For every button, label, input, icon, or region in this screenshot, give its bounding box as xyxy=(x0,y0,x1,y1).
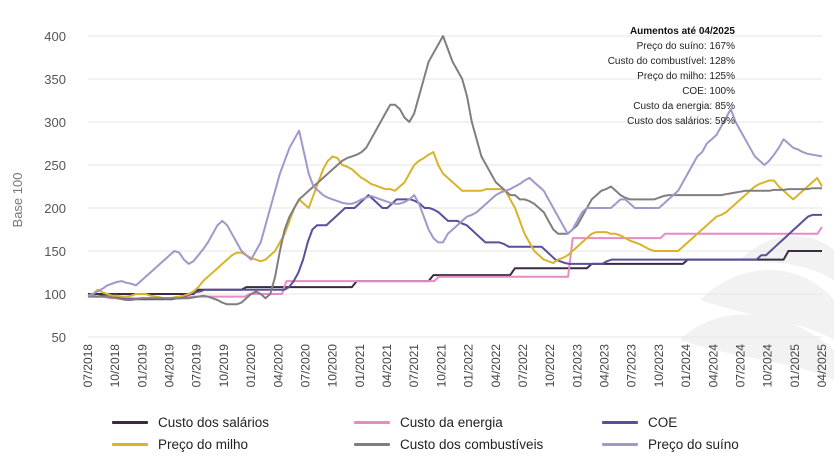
x-tick-label: 04/2022 xyxy=(489,344,503,388)
x-tick-label: 07/2020 xyxy=(298,344,312,388)
annotation-line: Preço do milho: 125% xyxy=(637,71,735,82)
legend-label: COE xyxy=(648,414,678,430)
y-tick-label: 200 xyxy=(44,201,66,216)
series-lines xyxy=(87,35,823,306)
x-tick-label: 04/2025 xyxy=(815,344,829,388)
y-tick-label: 400 xyxy=(44,29,66,44)
x-tick-label: 10/2021 xyxy=(434,344,448,388)
watermark-leaf-icon xyxy=(680,236,834,380)
x-tick-label: 07/2023 xyxy=(625,344,639,388)
x-tick-label: 10/2024 xyxy=(761,344,775,388)
y-axis-ticks: 50 100 150 200 250 300 350 400 xyxy=(44,29,66,345)
y-tick-label: 100 xyxy=(44,287,66,302)
y-tick-label: 250 xyxy=(44,158,66,173)
annotation-line: Custo do combustível: 128% xyxy=(608,56,735,67)
x-tick-label: 04/2021 xyxy=(380,344,394,388)
x-tick-label: 01/2025 xyxy=(788,344,802,388)
y-tick-label: 350 xyxy=(44,72,66,87)
x-tick-label: 10/2022 xyxy=(543,344,557,388)
x-tick-label: 04/2024 xyxy=(706,344,720,388)
x-tick-label: 07/2018 xyxy=(81,344,95,388)
legend-item: Custo dos combustíveis xyxy=(354,434,543,454)
legend-label: Custo dos combustíveis xyxy=(400,436,544,452)
series-line-preco-do-suino xyxy=(87,108,823,297)
legend-swatch xyxy=(354,442,390,446)
x-tick-label: 01/2019 xyxy=(135,344,149,388)
legend-item: COE xyxy=(602,412,677,432)
x-tick-label: 01/2023 xyxy=(570,344,584,388)
x-tick-label: 04/2020 xyxy=(271,344,285,388)
x-tick-label: 04/2023 xyxy=(598,344,612,388)
x-tick-label: 01/2024 xyxy=(679,344,693,388)
legend-swatch xyxy=(602,442,638,446)
x-tick-label: 01/2020 xyxy=(244,344,258,388)
x-axis-ticks: 07/2018 10/2018 01/2019 04/2019 07/2019 10/20… xyxy=(81,344,829,388)
y-axis-label: Base 100 xyxy=(10,173,25,228)
annotation-line: Custo da energia: 85% xyxy=(633,101,735,112)
gridlines xyxy=(88,35,822,338)
annotation-line: Custo dos salários: 59% xyxy=(627,116,735,127)
annotation-line: COE: 100% xyxy=(682,86,735,97)
legend-item: Custo da energia xyxy=(354,412,503,432)
legend-label: Custo da energia xyxy=(400,414,503,430)
legend-swatch xyxy=(112,420,148,424)
x-tick-label: 01/2022 xyxy=(462,344,476,388)
series-line-custo-dos-combustiveis xyxy=(88,35,822,306)
legend-item: Preço do milho xyxy=(112,434,248,454)
y-tick-label: 300 xyxy=(44,115,66,130)
annotation-title: Aumentos até 04/2025 xyxy=(630,26,735,37)
x-tick-label: 01/2021 xyxy=(353,344,367,388)
line-chart: 50 100 150 200 250 300 350 400 07/2018 10/2018 01… xyxy=(10,26,834,388)
legend-label: Preço do milho xyxy=(158,436,249,452)
legend-label: Custo dos salários xyxy=(158,414,270,430)
x-tick-label: 07/2022 xyxy=(516,344,530,388)
legend-swatch xyxy=(602,420,638,424)
series-line-coe xyxy=(87,194,822,301)
y-tick-label: 50 xyxy=(52,330,66,345)
x-tick-label: 10/2018 xyxy=(108,344,122,388)
x-tick-label: 07/2024 xyxy=(733,344,747,388)
series-line-preco-do-milho xyxy=(87,151,823,300)
annotation-line: Preço do suíno: 167% xyxy=(637,41,736,52)
annotation-box: Aumentos até 04/2025 Preço do suíno: 167… xyxy=(608,26,736,127)
x-tick-label: 10/2019 xyxy=(217,344,231,388)
legend-label: Preço do suíno xyxy=(648,436,739,452)
legend-swatch xyxy=(112,442,148,446)
legend-item: Preço do suíno xyxy=(602,434,739,454)
x-tick-label: 07/2021 xyxy=(407,344,421,388)
y-tick-label: 150 xyxy=(44,244,66,259)
x-tick-label: 10/2020 xyxy=(326,344,340,388)
legend-swatch xyxy=(354,420,390,424)
legend: Custo dos salários Custo da energia COE … xyxy=(0,406,834,466)
x-tick-label: 04/2019 xyxy=(163,344,177,388)
x-tick-label: 10/2023 xyxy=(652,344,666,388)
legend-item: Custo dos salários xyxy=(112,412,269,432)
x-tick-label: 07/2019 xyxy=(190,344,204,388)
